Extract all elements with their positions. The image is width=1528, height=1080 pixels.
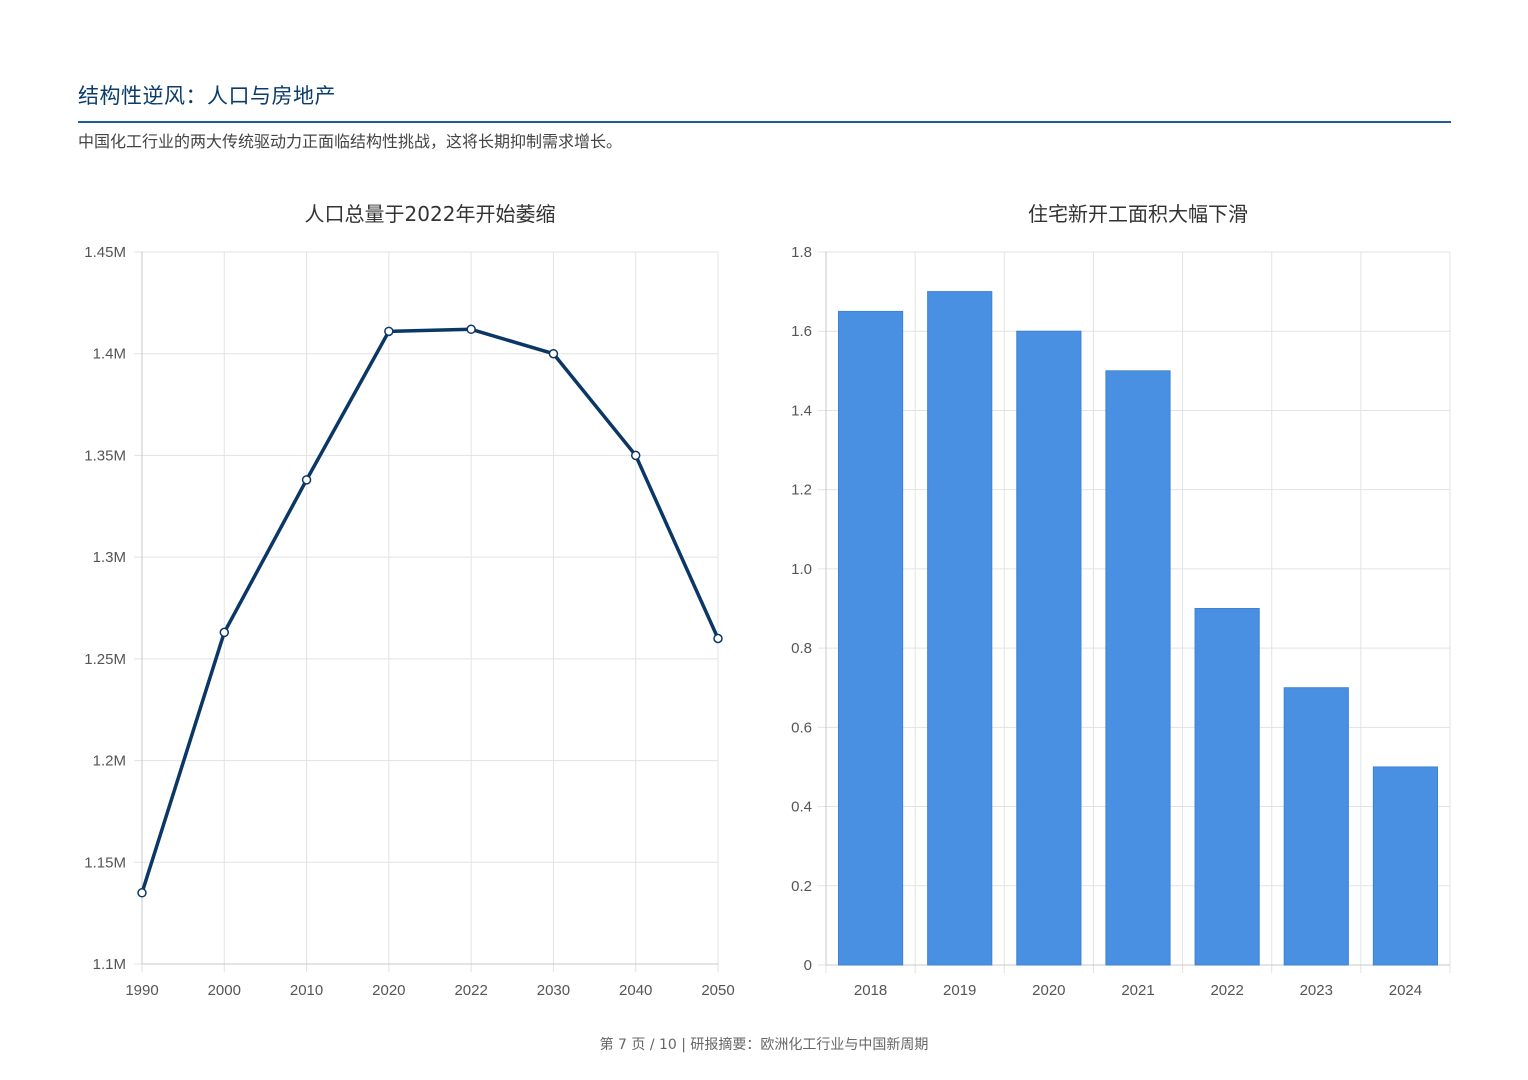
population-point <box>384 326 394 337</box>
y-tick-label: 1.0 <box>791 561 812 578</box>
housing-bar <box>927 291 993 966</box>
x-tick-label: 2000 <box>208 982 241 999</box>
population-point <box>548 348 559 359</box>
page-title: 结构性逆风：人口与房地产 <box>78 84 336 108</box>
x-tick-label: 2018 <box>854 982 887 999</box>
x-tick-label: 2022 <box>454 982 487 999</box>
housing-bar <box>1283 687 1349 966</box>
y-tick-label: 1.2M <box>93 753 126 770</box>
y-tick-label: 1.4M <box>93 346 126 363</box>
population-point <box>466 324 476 335</box>
title-divider <box>78 121 1451 123</box>
population-point <box>713 633 723 644</box>
population-point <box>219 627 230 638</box>
y-tick-label: 0.4 <box>791 799 812 816</box>
y-tick-label: 1.25M <box>84 651 126 668</box>
y-tick-label: 0 <box>804 957 812 974</box>
housing-bar <box>1016 330 1082 966</box>
population-series-line <box>140 327 720 894</box>
housing-bar <box>1194 608 1260 966</box>
x-tick-label: 2040 <box>619 982 652 999</box>
population-point <box>630 450 641 461</box>
y-tick-label: 0.6 <box>791 719 812 736</box>
x-tick-label: 2021 <box>1121 982 1154 999</box>
y-tick-label: 1.15M <box>84 854 126 871</box>
page-footer: 第 7 页 / 10 | 研报摘要：欧洲化工行业与中国新周期 <box>599 1037 929 1053</box>
housing-bar <box>837 310 904 966</box>
x-tick-label: 2030 <box>537 982 570 999</box>
page-subtitle: 中国化工行业的两大传统驱动力正面临结构性挑战，这将长期抑制需求增长。 <box>78 132 623 151</box>
x-tick-label: 2020 <box>372 982 405 999</box>
y-tick-label: 1.2 <box>791 482 812 499</box>
y-tick-label: 1.6 <box>791 323 812 340</box>
housing-bar <box>1372 766 1439 966</box>
y-tick-label: 1.35M <box>84 447 126 464</box>
x-tick-label: 2022 <box>1210 982 1243 999</box>
y-tick-label: 1.4 <box>791 402 812 419</box>
housing-bar <box>1105 370 1171 966</box>
population-line-chart: 1.45M 1.4M 1.35M 1.3M 1.25M 1.2M 1.15M 1.1M 1990… <box>84 244 734 999</box>
x-tick-label: 2023 <box>1300 982 1333 999</box>
housing-chart-title: 住宅新开工面积大幅下滑 <box>1028 202 1248 226</box>
population-point <box>137 888 147 898</box>
x-tick-label: 1990 <box>125 982 158 999</box>
population-chart-title: 人口总量于2022年开始萎缩 <box>304 202 556 226</box>
x-tick-label: 2024 <box>1389 982 1422 999</box>
x-tick-label: 2010 <box>290 982 323 999</box>
y-tick-label: 0.8 <box>791 640 812 657</box>
x-tick-label: 2050 <box>701 982 734 999</box>
x-tick-label: 2019 <box>943 982 976 999</box>
y-tick-label: 1.3M <box>93 549 126 566</box>
y-tick-label: 1.8 <box>791 244 812 261</box>
x-tick-label: 2020 <box>1032 982 1065 999</box>
y-tick-label: 1.45M <box>84 244 126 261</box>
population-point <box>301 475 312 485</box>
housing-bar-chart: 1.8 1.6 1.4 1.2 1.0 0.8 0.6 0.4 0.2 0 2018 2019 2020… <box>791 244 1451 999</box>
y-tick-label: 0.2 <box>791 878 812 895</box>
y-tick-label: 1.1M <box>93 956 126 973</box>
